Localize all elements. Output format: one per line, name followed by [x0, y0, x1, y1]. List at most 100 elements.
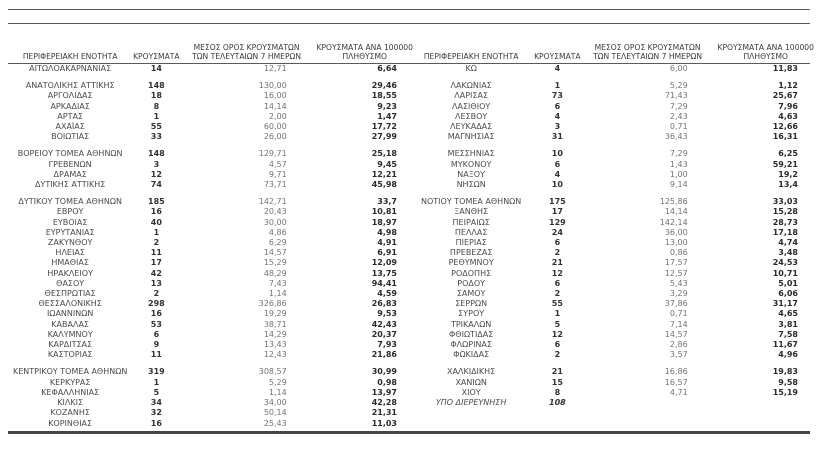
per100k-cell: 27,99	[371, 132, 397, 142]
cases-cell: 4	[554, 169, 561, 179]
table-row: ΦΛΩΡΙΝΑΣ 6 2,86 11,67	[409, 340, 810, 350]
table-row: ΕΥΡΥΤΑΝΙΑΣ 1 4,86 4,98	[8, 228, 409, 238]
region-name-cell: ΖΑΚΥΝΘΟΥ	[47, 238, 93, 248]
region-name-cell: ΠΡΕΒΕΖΑΣ	[449, 248, 493, 258]
avg7-cell: 142,14	[659, 217, 688, 227]
per100k-cell: 30,99	[371, 367, 397, 377]
per100k-cell: 4,98	[377, 227, 397, 237]
table-row: ΑΡΚΑΔΙΑΣ 8 14,14 9,23	[8, 102, 409, 112]
region-name-cell: ΒΟΙΩΤΙΑΣ	[51, 132, 90, 142]
cases-cell: 1	[153, 227, 160, 237]
avg7-cell: 5,29	[669, 81, 688, 91]
cases-cell: 4	[554, 64, 561, 73]
cases-cell: 6	[554, 340, 561, 350]
per100k-cell: 42,28	[371, 398, 397, 408]
avg7-cell: 14,14	[263, 101, 287, 111]
avg7-cell: 12,43	[263, 350, 287, 360]
table-row: ΚΩ 4 6,00 11,83	[409, 64, 810, 75]
regional-cases-tables: ΠΕΡΙΦΕΡΕΙΑΚΗ ΕΝΟΤΗΤΑ ΚΡΟΥΣΜΑΤΑ ΜΕΣΟΣ ΟΡΟ…	[8, 23, 814, 429]
cases-cell: 21	[551, 258, 563, 268]
region-name-cell: ΚΟΡΙΝΘΙΑΣ	[48, 418, 93, 428]
group-spacer-row	[409, 74, 810, 81]
table-row: ΙΩΑΝΝΙΝΩΝ 16 19,29 9,53	[8, 309, 409, 319]
cases-cell: 55	[150, 122, 162, 132]
region-name-cell: ΣΑΜΟΥ	[456, 289, 486, 299]
cases-cell: 2	[554, 350, 561, 360]
per100k-cell: 18,97	[371, 217, 397, 227]
table-row: ΛΑΡΙΣΑΣ 73 71,43 25,67	[409, 91, 810, 101]
cases-cell: 3	[153, 159, 160, 169]
table-row: ΑΧΑΪΑΣ 55 60,00 17,72	[8, 122, 409, 132]
avg7-cell: 3,57	[669, 350, 688, 360]
table-row: ΑΡΓΟΛΙΔΑΣ 18 16,00 18,55	[8, 91, 409, 101]
region-name-cell: ΒΟΡΕΙΟΥ ΤΟΜΕΑ ΑΘΗΝΩΝ	[17, 149, 123, 159]
cases-cell: 1	[153, 111, 160, 121]
cases-cell: 12	[551, 329, 563, 339]
avg7-cell: 14,14	[664, 207, 688, 217]
table-row: ΘΕΣΣΑΛΟΝΙΚΗΣ 298 326,86 26,83	[8, 299, 409, 309]
avg7-cell: 4,57	[268, 159, 287, 169]
avg7-cell: 12,57	[664, 268, 688, 278]
cases-cell: 1	[153, 377, 160, 387]
region-name-cell: ΘΑΣΟΥ	[56, 278, 85, 288]
cases-cell: 2	[153, 238, 160, 248]
cases-cell: 108	[549, 398, 566, 408]
cases-cell: 14	[150, 64, 162, 73]
avg7-cell: 7,29	[669, 101, 688, 111]
cases-cell: 10	[551, 180, 563, 190]
table-row: ΞΑΝΘΗΣ 17 14,14 15,28	[409, 207, 810, 217]
group-spacer-row	[409, 142, 810, 149]
per100k-cell: 12,66	[772, 122, 798, 132]
per100k-cell: 42,43	[371, 319, 397, 329]
table-row: ΚΙΛΚΙΣ 34 34,00 42,28	[8, 398, 409, 408]
table-row: ΠΡΕΒΕΖΑΣ 2 0,86 3,48	[409, 248, 810, 258]
per100k-cell: 33,7	[377, 197, 397, 207]
per100k-cell: 6,25	[778, 149, 798, 159]
avg7-cell: 9,71	[268, 169, 287, 179]
table-row: ΜΑΓΝΗΣΙΑΣ 31 36,43 16,31	[409, 132, 810, 142]
cases-cell: 17	[551, 207, 563, 217]
group-spacer-row	[8, 360, 409, 367]
per100k-cell: 9,58	[778, 377, 798, 387]
per100k-cell: 13,97	[371, 387, 397, 397]
table-row: ΚΟΖΑΝΗΣ 32 50,14 21,31	[8, 408, 409, 418]
region-name-cell: ΦΘΙΩΤΙΔΑΣ	[448, 329, 494, 339]
cases-cell: 2	[153, 289, 160, 299]
avg7-cell: 4,71	[669, 387, 688, 397]
avg7-cell: 4,86	[268, 227, 287, 237]
group-spacer-row	[8, 74, 409, 81]
avg7-cell: 73,71	[263, 180, 287, 190]
per100k-cell: 21,86	[371, 350, 397, 360]
region-name-cell: ΛΑΣΙΘΙΟΥ	[452, 101, 491, 111]
region-name-cell: ΦΛΩΡΙΝΑΣ	[450, 340, 492, 350]
avg7-cell: 130,00	[258, 81, 287, 91]
region-name-cell: ΝΑΞΟΥ	[457, 169, 485, 179]
per100k-cell: 33,03	[772, 197, 798, 207]
group-spacer-row	[409, 190, 810, 197]
bottom-rule	[8, 430, 810, 434]
table-row: ΒΟΙΩΤΙΑΣ 33 26,00 27,99	[8, 132, 409, 142]
avg7-cell: 37,86	[664, 299, 688, 309]
cases-cell: 5	[153, 387, 160, 397]
per100k-cell: 4,74	[778, 238, 798, 248]
per100k-cell: 17,18	[772, 227, 798, 237]
per100k-cell: 9,45	[377, 159, 397, 169]
region-name-cell: ΞΑΝΘΗΣ	[454, 207, 489, 217]
per100k-cell: 4,91	[377, 238, 397, 248]
column-header-region: ΠΕΡΙΦΕΡΕΙΑΚΗ ΕΝΟΤΗΤΑ	[409, 24, 534, 64]
cases-cell: 18	[150, 91, 162, 101]
region-name-cell: ΔΥΤΙΚΟΥ ΤΟΜΕΑ ΑΘΗΝΩΝ	[18, 197, 122, 207]
table-row: ΠΙΕΡΙΑΣ 6 13,00 4,74	[409, 238, 810, 248]
region-name-cell: ΔΡΑΜΑΣ	[53, 169, 87, 179]
table-row: ΚΑΣΤΟΡΙΑΣ 11 12,43 21,86	[8, 350, 409, 360]
table-body-left: ΑΙΤΩΛΟΑΚΑΡΝΑΝΙΑΣ 14 12,71 6,64 ΑΝΑΤΟΛΙΚΗΣ ΑΤ…	[8, 64, 409, 429]
per100k-cell: 4,63	[778, 111, 798, 121]
per100k-cell: 18,55	[371, 91, 397, 101]
table-row: ΔΥΤΙΚΗΣ ΑΤΤΙΚΗΣ 74 73,71 45,98	[8, 180, 409, 190]
region-name-cell: ΠΕΛΛΑΣ	[454, 227, 488, 237]
avg7-cell: 1,14	[268, 387, 287, 397]
region-name-cell: ΡΕΘΥΜΝΟΥ	[448, 258, 494, 268]
table-row: ΘΑΣΟΥ 13 7,43 94,41	[8, 279, 409, 289]
region-name-cell: ΕΒΡΟΥ	[56, 207, 84, 217]
avg7-cell: 14,57	[664, 329, 688, 339]
